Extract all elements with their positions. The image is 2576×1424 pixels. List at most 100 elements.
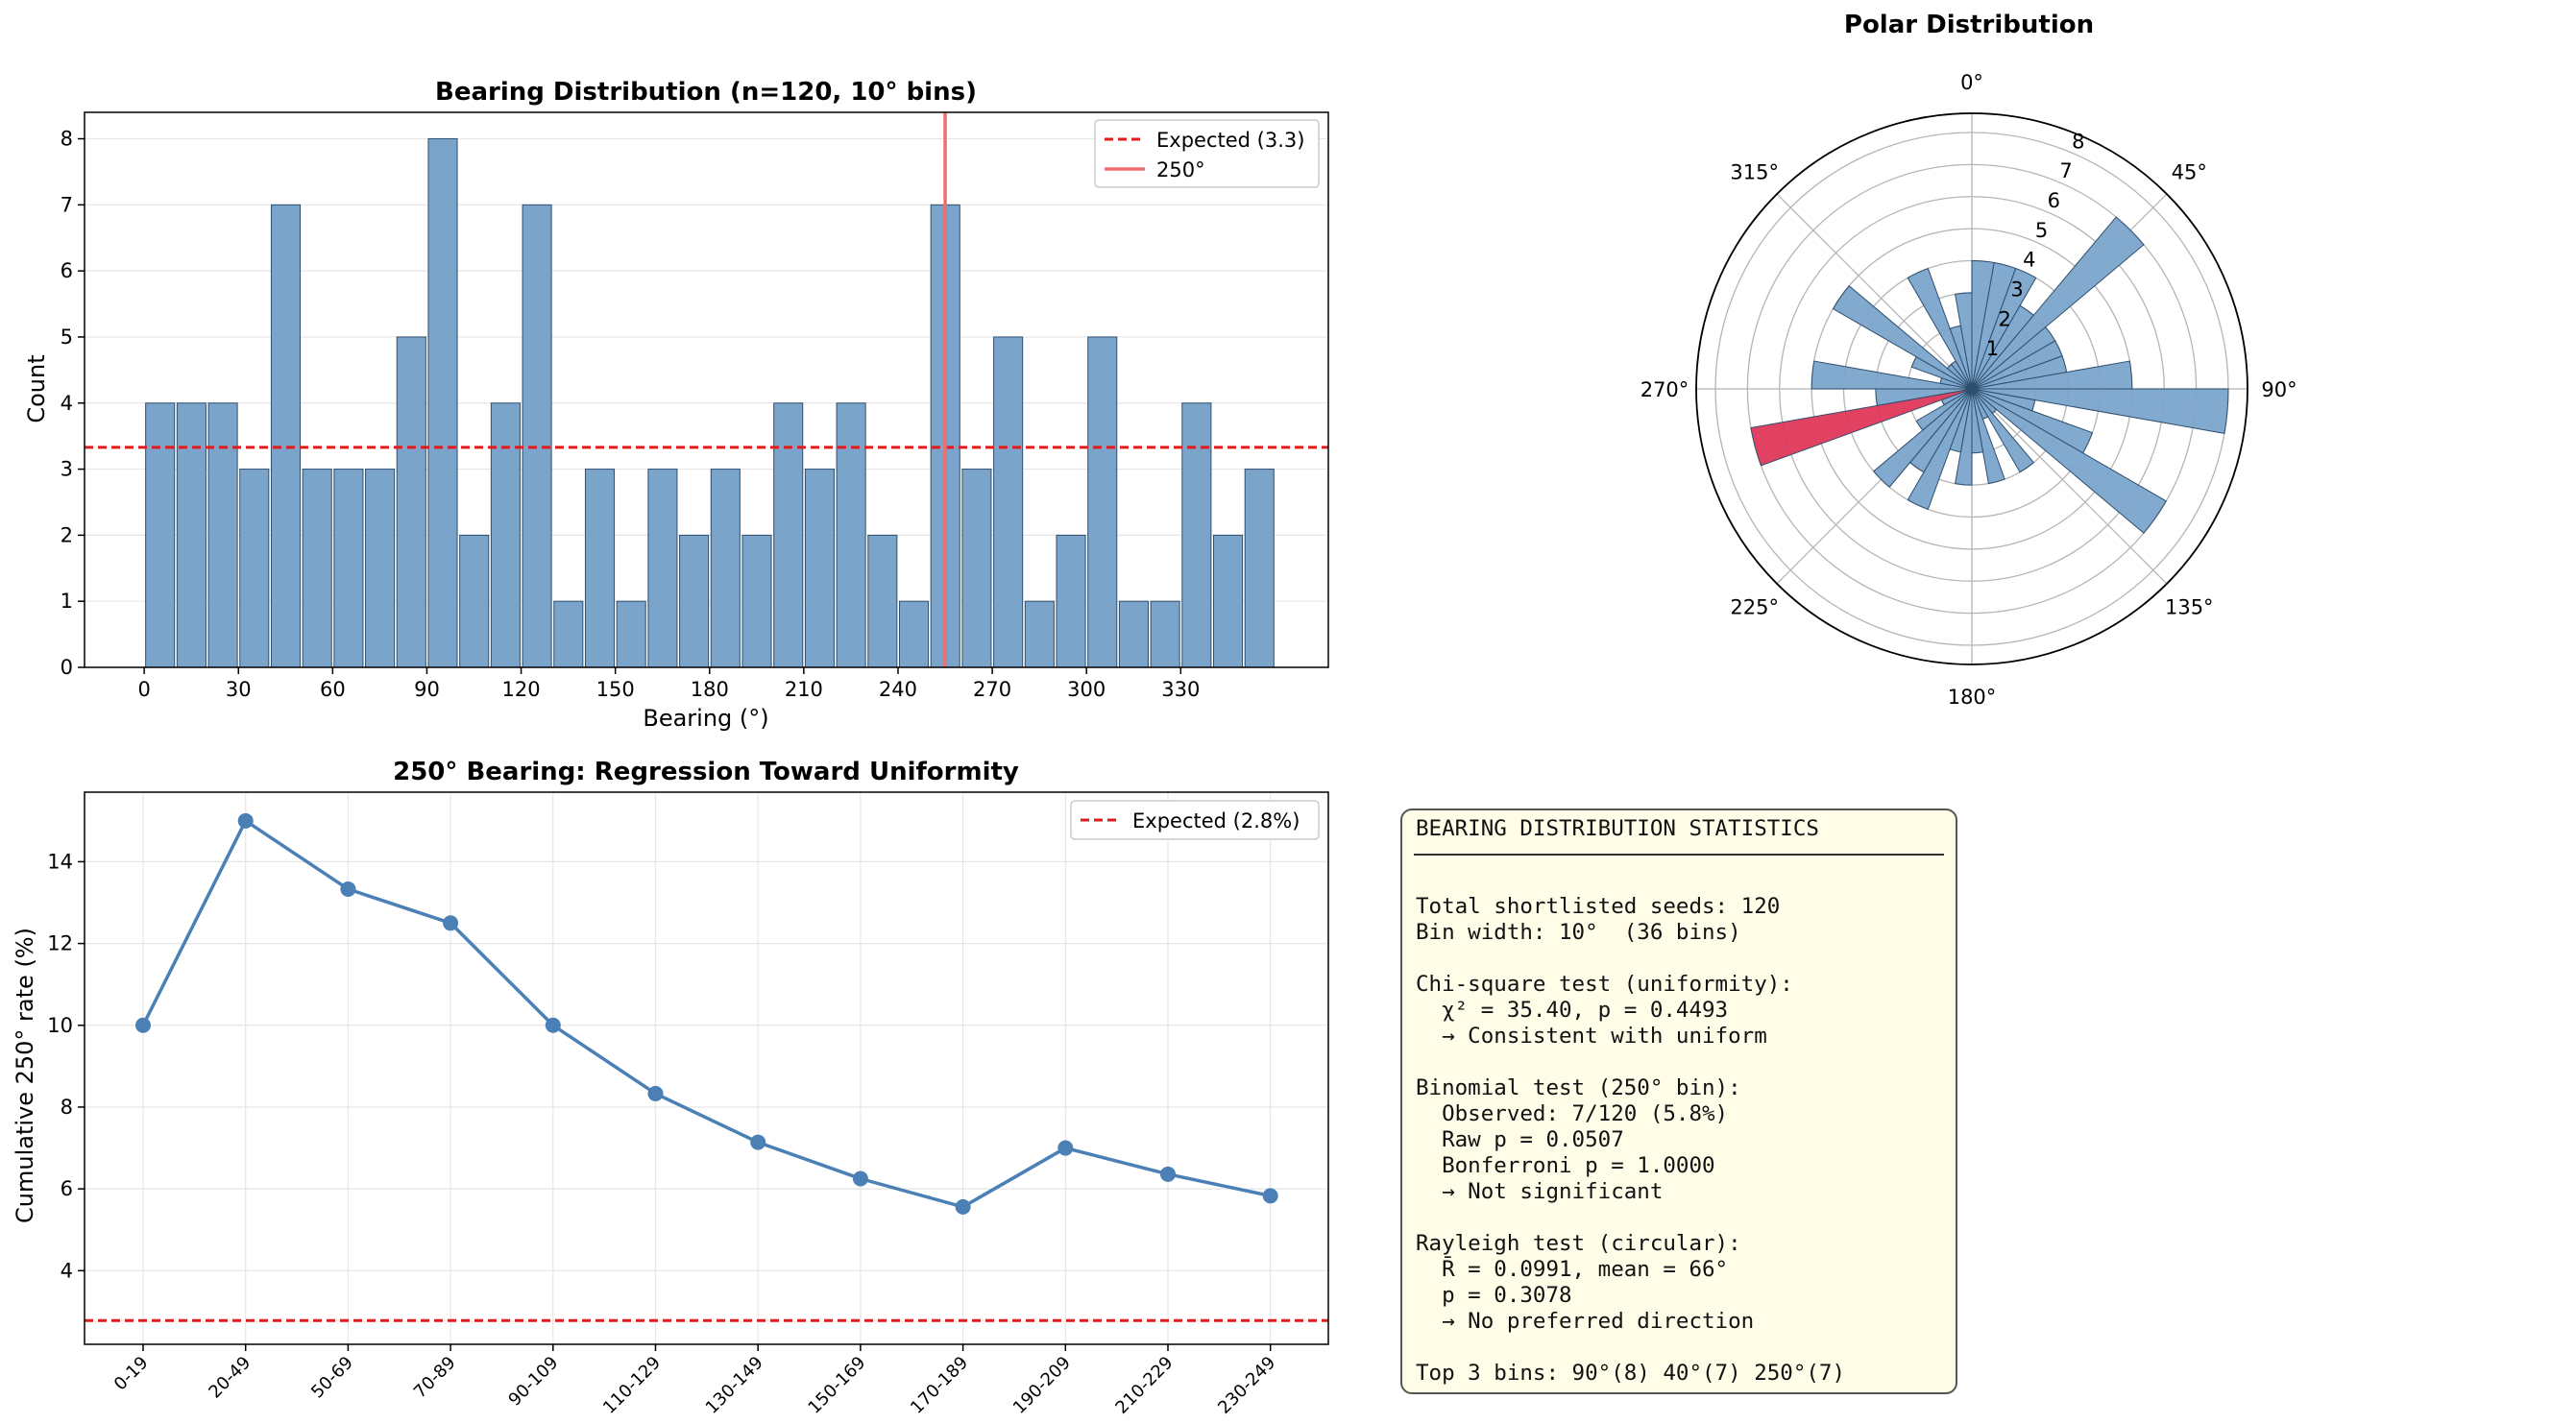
histogram-bar [1056, 534, 1086, 668]
polar-chart-panel: Polar Distribution 0° 45° 90° 135° 180° 225° 2… [1640, 11, 2297, 709]
x-tick-label: 230-249 [1214, 1353, 1279, 1418]
polar-bar [1873, 388, 1973, 488]
polar-chart-title: Polar Distribution [1844, 11, 2094, 39]
y-tick-label: 12 [47, 932, 73, 955]
x-tick-label: 270 [973, 678, 1011, 701]
stats-line: p = 0.3078 [1416, 1283, 1572, 1308]
histogram-bar [1213, 534, 1244, 668]
x-tick-label: 300 [1067, 678, 1106, 701]
angle-label: 315° [1730, 161, 1779, 184]
angular-gridline [1776, 193, 1973, 390]
histogram-bar [867, 534, 898, 668]
histogram-bar [239, 469, 270, 668]
cumulative-rate-point [443, 915, 459, 931]
histogram-bar [993, 336, 1024, 668]
polar-bar [1971, 388, 2229, 434]
histogram-bar [1087, 336, 1118, 668]
stats-line: Rayleigh test (circular): [1416, 1231, 1741, 1256]
statistics-divider [1414, 854, 1944, 856]
stats-line: → Not significant [1416, 1179, 1664, 1204]
cumulative-rate-point [237, 812, 254, 829]
histogram-bar [741, 534, 772, 668]
line-chart-legend: Expected (2.8%) [1070, 800, 1320, 840]
y-tick-label: 14 [47, 850, 73, 873]
stats-line: → No preferred direction [1416, 1309, 1755, 1334]
x-tick-label: 30 [226, 678, 252, 701]
radial-tick-label: 6 [2048, 189, 2060, 212]
polar-outer-circle [1695, 112, 2248, 665]
stats-line: Observed: 7/120 (5.8%) [1416, 1101, 1729, 1126]
statistics-title: BEARING DISTRIBUTION STATISTICS [1416, 816, 1819, 841]
histogram-bar [616, 600, 646, 668]
histogram-bar [427, 138, 458, 668]
cumulative-rate-point [340, 881, 356, 897]
histogram-bar [490, 402, 521, 668]
radial-tick-label: 7 [2059, 159, 2072, 182]
x-tick-label: 120 [502, 678, 541, 701]
stats-line: Bin width: 10° (36 bins) [1416, 920, 1741, 945]
y-tick-label: 5 [61, 326, 73, 349]
stats-line: → Consistent with uniform [1416, 1024, 1767, 1049]
histogram-bar [1118, 600, 1149, 668]
bar-chart-frame [84, 111, 1329, 668]
x-tick-label: 180 [691, 678, 729, 701]
histogram-bar [773, 402, 804, 668]
histogram-bar [522, 204, 552, 668]
y-tick-label: 4 [61, 392, 73, 415]
cumulative-rate-point [1160, 1166, 1176, 1182]
angle-label: 270° [1640, 378, 1689, 401]
polar-bar [1955, 292, 1973, 390]
radial-tick-label: 4 [2023, 249, 2035, 272]
x-tick-label: 20-49 [205, 1353, 255, 1403]
histogram-bar [1244, 469, 1275, 668]
line-chart-frame [84, 791, 1329, 1345]
cumulative-rate-point [1262, 1188, 1278, 1204]
cumulative-rate-point [647, 1085, 664, 1101]
histogram-bar [679, 534, 710, 668]
stats-line: Binomial test (250° bin): [1416, 1075, 1741, 1100]
cumulative-rate-point [1057, 1140, 1074, 1156]
bar-chart-legend: Expected (3.3) 250° [1094, 119, 1320, 188]
angle-label: 180° [1948, 686, 1997, 709]
x-tick-label: 0 [137, 678, 150, 701]
radial-tick-label: 2 [1999, 307, 2011, 330]
cumulative-rate-point [852, 1171, 868, 1187]
bar-chart-xlabel: Bearing (°) [643, 705, 768, 732]
histogram-bar [836, 402, 866, 668]
angle-label: 0° [1960, 71, 1983, 94]
polar-bar [1907, 267, 1973, 390]
y-tick-label: 6 [61, 259, 73, 282]
histogram-bar [396, 336, 426, 668]
x-tick-label: 190-209 [1009, 1353, 1075, 1418]
histogram-bar [1024, 600, 1055, 668]
y-tick-label: 7 [61, 193, 73, 216]
polar-bar [1971, 388, 2005, 485]
line-chart-title: 250° Bearing: Regression Toward Uniformi… [393, 758, 1019, 786]
cumulative-rate-point [135, 1017, 151, 1033]
y-tick-label: 10 [47, 1014, 73, 1037]
polar-bar [1971, 216, 2145, 390]
radial-tick-label: 1 [1986, 337, 1999, 360]
x-tick-label: 50-69 [307, 1353, 357, 1403]
histogram-bar [145, 402, 176, 668]
angular-gridline [1971, 388, 2168, 585]
stats-line: χ² = 35.40, p = 0.4493 [1416, 998, 1729, 1023]
polar-bar [1750, 388, 1973, 467]
histogram-bar [961, 469, 992, 668]
polar-bar [1907, 388, 1973, 511]
stats-line: Top 3 bins: 90°(8) 40°(7) 250°(7) [1416, 1361, 1846, 1386]
histogram-bar [1181, 402, 1212, 668]
x-tick-label: 240 [879, 678, 917, 701]
histogram-bar [459, 534, 490, 668]
x-tick-label: 330 [1161, 678, 1200, 701]
histogram-bar [365, 469, 396, 668]
y-tick-label: 3 [61, 458, 73, 481]
angle-label: 225° [1730, 595, 1779, 618]
x-tick-label: 70-89 [410, 1353, 460, 1403]
legend-label-expected: Expected (3.3) [1156, 129, 1304, 152]
histogram-bar [207, 402, 238, 668]
x-tick-label: 150 [596, 678, 635, 701]
stats-line: Raw p = 0.0507 [1416, 1127, 1624, 1152]
bar-chart-panel: Bearing Distribution (n=120, 10° bins) B… [23, 78, 1329, 732]
polar-bar [1971, 388, 2167, 534]
